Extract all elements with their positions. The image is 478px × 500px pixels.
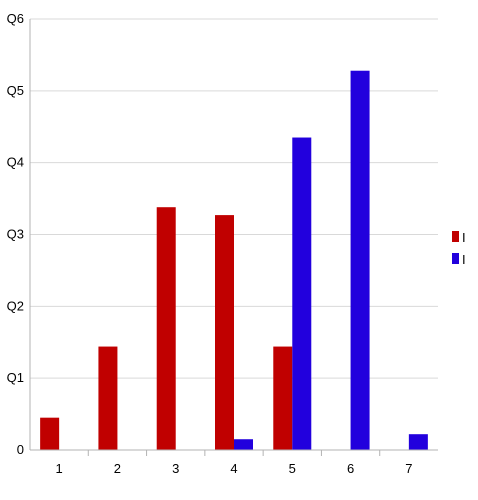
bar-series-2 xyxy=(292,137,312,450)
bar-series-2 xyxy=(408,434,428,450)
bar-series-1 xyxy=(156,207,176,450)
y-tick-label: Q1 xyxy=(7,370,24,385)
y-tick-label: Q3 xyxy=(7,227,24,242)
legend-label-series-1: I xyxy=(462,230,466,245)
y-axis-tick-labels: 0 Q1 Q2 Q3 Q4 Q5 Q6 xyxy=(7,11,24,457)
legend-swatch-series-2 xyxy=(452,253,459,264)
x-tick-label: 2 xyxy=(114,461,121,476)
bar-series-1 xyxy=(98,346,118,450)
y-tick-label: Q2 xyxy=(7,298,24,313)
x-tick-label: 7 xyxy=(405,461,412,476)
bar-series-1 xyxy=(40,417,60,450)
x-tick-label: 1 xyxy=(56,461,63,476)
y-tick-label: Q4 xyxy=(7,155,24,170)
x-tick-label: 6 xyxy=(347,461,354,476)
legend-swatch-series-1 xyxy=(452,231,459,242)
x-tick-label: 3 xyxy=(172,461,179,476)
bar-series-2 xyxy=(234,439,253,450)
legend: I I xyxy=(452,230,466,267)
y-tick-label: Q5 xyxy=(7,83,24,98)
x-tick-label: 4 xyxy=(230,461,237,476)
bar-series-2 xyxy=(350,70,370,450)
x-tick-label: 5 xyxy=(289,461,296,476)
y-tick-label: Q6 xyxy=(7,11,24,26)
x-axis-tick-labels: 1 2 3 4 5 6 7 xyxy=(56,461,413,476)
y-tick-label: 0 xyxy=(17,442,24,457)
axes xyxy=(29,19,438,456)
bar-series-1 xyxy=(273,346,293,450)
legend-label-series-2: I xyxy=(462,252,466,267)
bar-series-1 xyxy=(215,215,234,450)
bars xyxy=(40,70,428,450)
